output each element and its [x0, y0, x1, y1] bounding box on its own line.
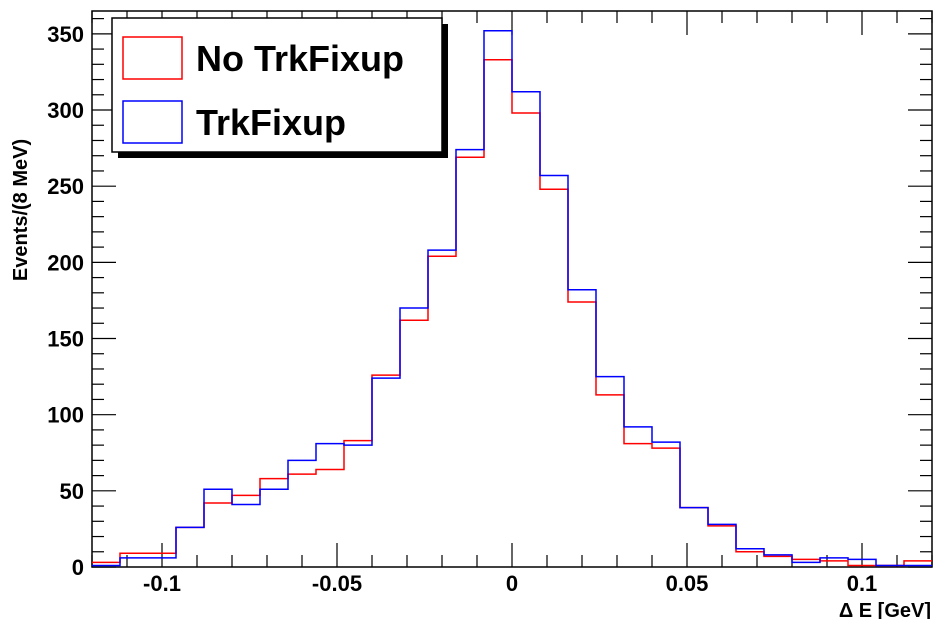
y-axis-ticks — [92, 18, 932, 568]
y-tick-label: 50 — [60, 479, 84, 504]
x-tick-label: 0 — [506, 571, 518, 596]
y-tick-label: 100 — [47, 403, 84, 428]
y-axis-tick-labels: 0 50 100 150 200 250 300 350 — [47, 22, 84, 580]
histogram-series — [92, 30, 932, 567]
legend-label-no-trkfixup: No TrkFixup — [196, 38, 404, 79]
legend: No TrkFixup TrkFixup — [111, 17, 448, 158]
y-axis-title: Events/(8 MeV) — [10, 139, 32, 281]
x-axis-tick-labels: -0.1 -0.05 0 0.05 0.1 — [143, 571, 877, 596]
series-line-trkfixup — [92, 30, 932, 567]
x-axis-title: Δ E [GeV] — [839, 600, 931, 619]
legend-swatch-trkfixup — [122, 100, 183, 144]
y-tick-label: 150 — [47, 327, 84, 352]
x-tick-label: 0.05 — [666, 571, 709, 596]
y-tick-label: 0 — [72, 555, 84, 580]
legend-box — [111, 17, 443, 153]
x-tick-label: -0.05 — [312, 571, 362, 596]
x-tick-label: -0.1 — [143, 571, 181, 596]
y-tick-label: 250 — [47, 174, 84, 199]
x-tick-label: 0.1 — [847, 571, 878, 596]
legend-swatch-no-trkfixup — [122, 36, 183, 80]
y-tick-label: 300 — [47, 98, 84, 123]
y-tick-label: 200 — [47, 250, 84, 275]
legend-label-trkfixup: TrkFixup — [196, 102, 346, 143]
y-tick-label: 350 — [47, 22, 84, 47]
